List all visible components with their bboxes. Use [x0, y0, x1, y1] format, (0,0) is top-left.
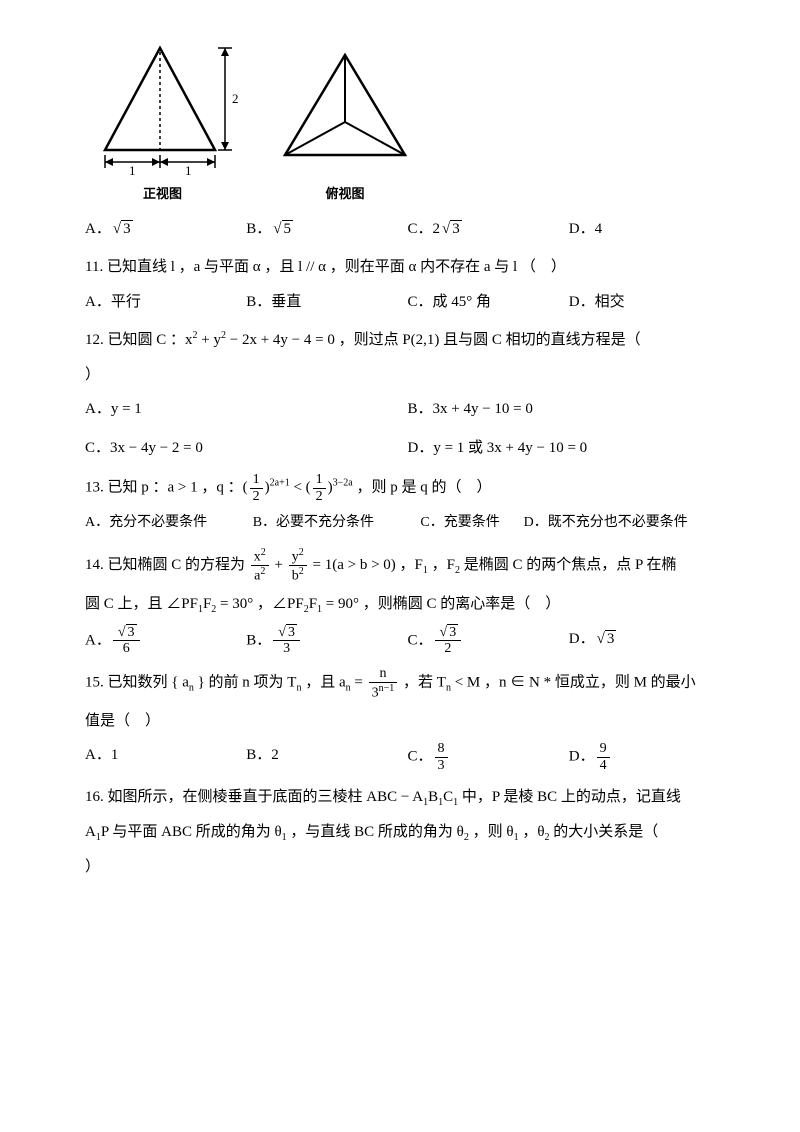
- dim-1b: 1: [185, 163, 192, 178]
- q11-d: D．相交: [569, 288, 730, 317]
- q10-d: D．4: [569, 215, 730, 244]
- q13-a: A．充分不必要条件: [85, 510, 253, 537]
- q12-c: C．3x − 4y − 2 = 0: [85, 434, 408, 463]
- dim-1a: 1: [129, 163, 136, 178]
- front-caption: 正视图: [85, 182, 240, 207]
- figure-front: 1 1 2 正视图: [85, 40, 240, 207]
- q16-stem-3: ）: [85, 853, 730, 882]
- q15-stem-1: 15. 已知数列 { an } 的前 n 项为 Tn ，且 an = n3n−1…: [85, 666, 730, 700]
- q11-options: A．平行 B．垂直 C．成 45° 角 D．相交: [85, 288, 730, 317]
- q12-stem-2: ）: [85, 361, 730, 390]
- q15-options: A．1 B．2 C．83 D．94: [85, 741, 730, 773]
- q10-b: B．5: [246, 215, 407, 244]
- q12-d: D．y = 1 或 3x + 4y − 10 = 0: [408, 434, 731, 463]
- q14-d: D．3: [569, 625, 730, 657]
- q11-b: B．垂直: [246, 288, 407, 317]
- figure-top: 俯视图: [270, 40, 420, 207]
- q14-options: A．36 B．33 C．32 D．3: [85, 625, 730, 657]
- q14-stem-1: 14. 已知椭圆 C 的方程为 x2a2 + y2b2 = 1(a > b > …: [85, 547, 730, 584]
- q13-b: B．必要不充分条件: [253, 510, 421, 537]
- q13-stem: 13. 已知 p ：a > 1 ，q ：(12)2a+1 < (12)3−2a …: [85, 472, 730, 504]
- q13-c: C．充要条件: [420, 510, 523, 537]
- q11-c: C．成 45° 角: [408, 288, 569, 317]
- q14-a: A．36: [85, 625, 246, 657]
- q15-b: B．2: [246, 741, 407, 773]
- q16-stem-1: 16. 如图所示，在侧棱垂直于底面的三棱柱 ABC − A1B1C1 中，P 是…: [85, 783, 730, 812]
- q14-stem-2: 圆 C 上，且 ∠PF1F2 = 30° ，∠PF2F1 = 90° ，则椭圆 …: [85, 590, 730, 619]
- q14-c: C．32: [408, 625, 569, 657]
- q14-b: B．33: [246, 625, 407, 657]
- q11-a: A．平行: [85, 288, 246, 317]
- q15-a: A．1: [85, 741, 246, 773]
- front-view-svg: 1 1 2: [85, 40, 240, 180]
- top-view-svg: [270, 40, 420, 180]
- q12-options-2: C．3x − 4y − 2 = 0 D．y = 1 或 3x + 4y − 10…: [85, 434, 730, 463]
- q11-stem: 11. 已知直线 l ，a 与平面 α ，且 l // α ，则在平面 α 内不…: [85, 253, 730, 282]
- q10-a: A．3: [85, 215, 246, 244]
- q15-d: D．94: [569, 741, 730, 773]
- q12-options-1: A．y = 1 B．3x + 4y − 10 = 0: [85, 395, 730, 424]
- dim-2: 2: [232, 91, 239, 106]
- figures-row: 1 1 2 正视图 俯视图: [85, 40, 730, 207]
- q15-c: C．83: [408, 741, 569, 773]
- q15-stem-2: 值是（ ）: [85, 707, 730, 736]
- q13-d: D．既不充分也不必要条件: [524, 510, 730, 537]
- q10-options: A．3 B．5 C．23 D．4: [85, 215, 730, 244]
- q10-c: C．23: [408, 215, 569, 244]
- q12-b: B．3x + 4y − 10 = 0: [408, 395, 731, 424]
- q12-stem: 12. 已知圆 C ：x2 + y2 − 2x + 4y − 4 = 0 ，则过…: [85, 326, 730, 355]
- q12-a: A．y = 1: [85, 395, 408, 424]
- q16-stem-2: A1P 与平面 ABC 所成的角为 θ1 ，与直线 BC 所成的角为 θ2 ，则…: [85, 818, 730, 847]
- q13-options: A．充分不必要条件 B．必要不充分条件 C．充要条件 D．既不充分也不必要条件: [85, 510, 730, 537]
- top-caption: 俯视图: [270, 182, 420, 207]
